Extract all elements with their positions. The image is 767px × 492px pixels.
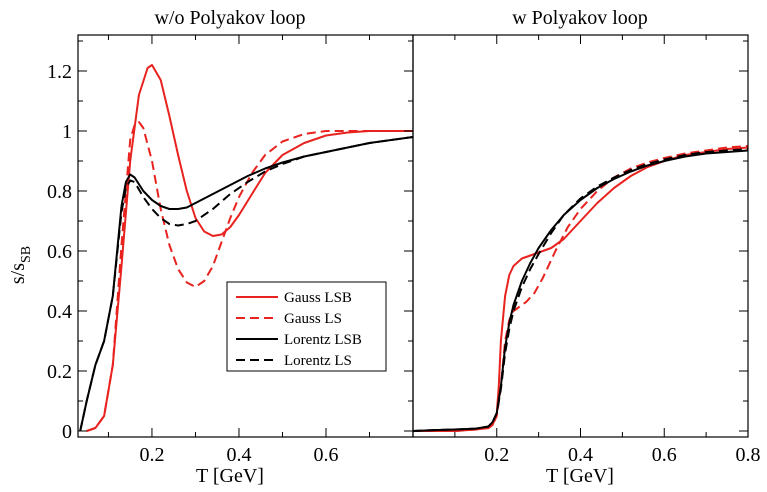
legend: Gauss LSB Gauss LS Lorentz LSB Lorentz LS xyxy=(226,281,387,372)
series-line-gauss-ls-right xyxy=(413,145,748,432)
legend-label-lorentz-lsb: Lorentz LSB xyxy=(284,332,362,348)
x-tick-label: 0.6 xyxy=(313,444,338,466)
series-line-lorentz-lsb-right xyxy=(413,149,748,432)
y-tick-label: 0.2 xyxy=(47,361,72,383)
x-tick-label: 0.2 xyxy=(139,444,164,466)
curves-left xyxy=(79,64,413,432)
panel-left: w/o Polyakov loop 0.2 0.4 0.6 0 0.2 0.4 0.6 0.8… xyxy=(47,7,414,487)
y-tick-label: 0.6 xyxy=(47,241,72,263)
series-line-lorentz-ls-left xyxy=(79,136,413,432)
x-tick-label: 0.2 xyxy=(484,444,509,466)
series-line-lorentz-ls-right xyxy=(413,148,748,432)
x-tick-label: 0.6 xyxy=(652,444,677,466)
plot-frame-right xyxy=(412,34,749,438)
y-tick-label: 0.4 xyxy=(47,301,72,323)
series-line-gauss-ls-left xyxy=(86,121,413,432)
curves-right xyxy=(413,145,748,432)
y-axis-label: s/sSB xyxy=(7,246,34,284)
series-line-gauss-lsb-right xyxy=(413,146,748,432)
x-tick-label: 0.8 xyxy=(736,444,761,466)
panel-title-left: w/o Polyakov loop xyxy=(154,7,305,29)
plot-area-left: 0.2 0.4 0.6 0 0.2 0.4 0.6 0.8 1 1.2 xyxy=(47,34,414,466)
y-tick-label: 0.8 xyxy=(47,181,72,203)
x-axis-label-left: T [GeV] xyxy=(196,465,264,487)
x-axis-label-right: T [GeV] xyxy=(546,465,614,487)
y-tick-label: 0 xyxy=(62,421,72,443)
legend-label-gauss-ls: Gauss LS xyxy=(284,311,342,327)
series-line-gauss-lsb-left xyxy=(86,64,413,432)
x-tick-label: 0.4 xyxy=(568,444,593,466)
y-tick-label: 1.2 xyxy=(47,61,72,83)
plot-frame-left xyxy=(77,34,414,438)
panel-title-right: w Polyakov loop xyxy=(512,7,648,29)
legend-label-gauss-lsb: Gauss LSB xyxy=(284,290,352,306)
plot-area-right: 0.2 0.4 0.6 0.8 xyxy=(404,34,761,466)
x-tick-label: 0.4 xyxy=(226,444,251,466)
legend-label-lorentz-ls: Lorentz LS xyxy=(284,353,352,369)
panel-right: w Polyakov loop 0.2 0.4 0.6 0.8 T [GeV] xyxy=(404,7,761,487)
y-axis-label-subscript: SB xyxy=(19,246,34,263)
y-tick-label: 1 xyxy=(62,121,72,143)
y-axis-label-main: s/s xyxy=(7,263,29,284)
